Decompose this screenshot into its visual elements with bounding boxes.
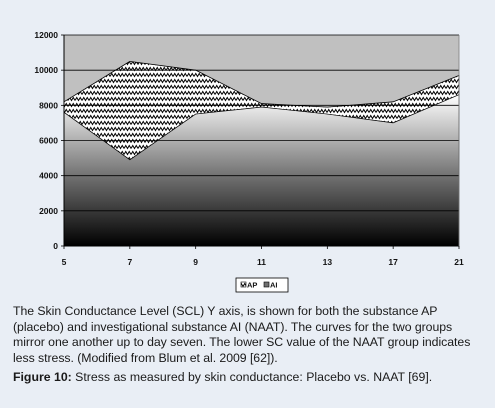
y-tick-label: 2000 bbox=[39, 206, 58, 216]
figure-caption: The Skin Conductance Level (SCL) Y axis,… bbox=[13, 304, 483, 386]
x-tick-label: 21 bbox=[454, 257, 464, 267]
y-tick-label: 4000 bbox=[39, 171, 58, 181]
x-tick-label: 13 bbox=[323, 257, 333, 267]
y-tick-label: 10000 bbox=[34, 65, 58, 75]
legend-box bbox=[235, 277, 289, 293]
legend-label-ai: AI bbox=[270, 281, 278, 290]
x-tick-label: 7 bbox=[127, 257, 132, 267]
legend-swatch-ai bbox=[263, 281, 270, 288]
y-tick-label: 8000 bbox=[39, 100, 58, 110]
y-tick-label: 0 bbox=[53, 241, 58, 251]
caption-text: The Skin Conductance Level (SCL) Y axis,… bbox=[13, 304, 471, 365]
y-tick-label: 6000 bbox=[39, 136, 58, 146]
x-tick-label: 5 bbox=[62, 257, 67, 267]
figure-label: Figure 10: bbox=[13, 370, 72, 384]
chart-area: 0 2000 4000 6000 8000 10000 12000 5 7 9 11 13 17 21 A… bbox=[12, 12, 482, 297]
y-tick-label: 12000 bbox=[34, 30, 58, 40]
legend-label-ap: AP bbox=[247, 281, 257, 290]
figure-title: Stress as measured by skin conductance: … bbox=[71, 370, 433, 384]
x-tick-label: 17 bbox=[388, 257, 398, 267]
figure-title-line: Figure 10: Stress as measured by skin co… bbox=[13, 370, 483, 386]
legend-swatch-ap bbox=[240, 281, 247, 288]
x-tick-label: 11 bbox=[257, 257, 266, 267]
x-tick-label: 9 bbox=[193, 257, 198, 267]
chart-svg: 0 2000 4000 6000 8000 10000 12000 5 7 9 11 13 17 21 A… bbox=[34, 30, 464, 293]
